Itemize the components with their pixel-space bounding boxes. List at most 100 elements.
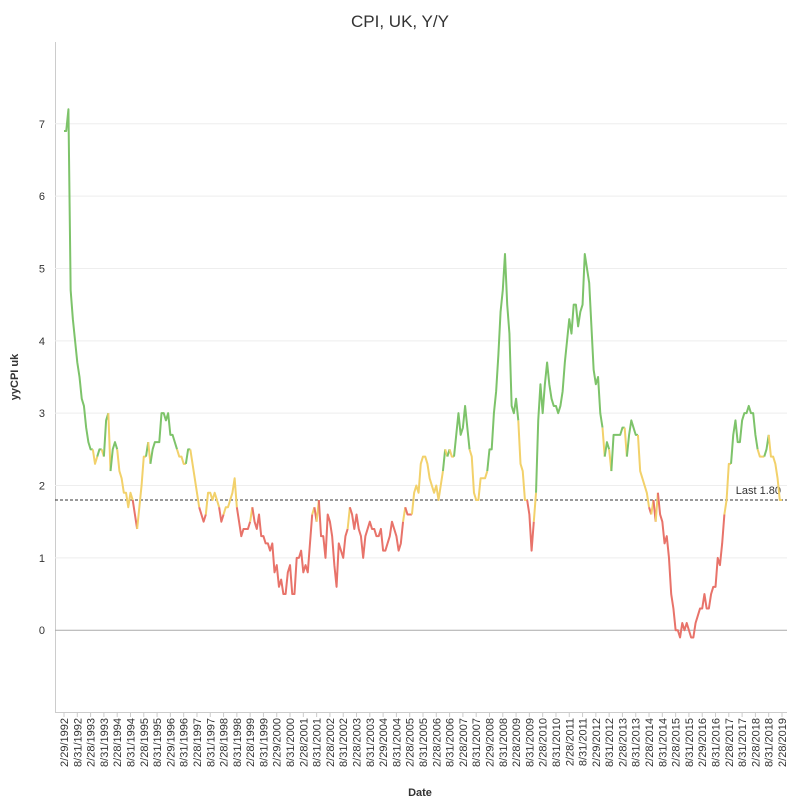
x-tick-label: 8/31/2000 xyxy=(285,718,297,767)
x-tick-label: 2/29/2000 xyxy=(272,718,284,767)
x-tick-label: 2/28/2011 xyxy=(564,718,576,766)
y-axis-label: yyCPI uk xyxy=(9,353,21,400)
x-tick-label: 8/31/2018 xyxy=(764,718,776,767)
x-tick-label: 2/28/1999 xyxy=(245,718,257,767)
x-tick-label: 2/28/2013 xyxy=(617,718,629,767)
x-tick-label: 8/31/2015 xyxy=(684,718,696,767)
x-tick-label: 2/28/2009 xyxy=(511,718,523,767)
y-tick-label: 5 xyxy=(39,263,45,275)
x-tick-label: 2/28/2007 xyxy=(458,718,470,767)
x-tick-label: 2/28/2015 xyxy=(671,718,683,767)
x-tick-label: 8/31/2002 xyxy=(338,718,350,767)
x-tick-label: 2/29/2008 xyxy=(484,718,496,767)
x-tick-label: 8/31/2001 xyxy=(312,718,324,767)
x-tick-label: 2/28/2005 xyxy=(405,718,417,767)
x-tick-label: 8/31/1999 xyxy=(258,718,270,767)
line-segment xyxy=(625,419,638,457)
line-segment xyxy=(204,491,221,515)
line-segment xyxy=(348,506,405,559)
line-segment xyxy=(116,449,134,509)
x-tick-label: 2/29/2012 xyxy=(591,718,603,767)
chart-title: CPI, UK, Y/Y xyxy=(351,12,449,31)
line-segment xyxy=(453,404,471,457)
x-tick-label: 2/28/2001 xyxy=(298,718,310,767)
x-tick-label: 8/31/2009 xyxy=(524,718,536,767)
line-segment xyxy=(404,506,412,516)
line-segment xyxy=(767,434,782,501)
x-tick-label: 2/28/1998 xyxy=(219,718,231,767)
x-tick-label: 2/28/2003 xyxy=(352,718,364,767)
line-segment xyxy=(251,507,314,596)
line-segment xyxy=(96,448,102,457)
line-segment xyxy=(730,404,759,464)
x-axis-label: Date xyxy=(408,787,432,799)
x-tick-label: 2/28/2002 xyxy=(325,718,337,767)
x-tick-label: 2/28/1995 xyxy=(139,718,151,767)
line-segment xyxy=(317,499,349,588)
line-segment xyxy=(235,507,252,538)
x-tick-label: 2/29/1992 xyxy=(59,718,71,767)
x-tick-label: 8/31/1993 xyxy=(99,718,111,767)
x-tick-label: 8/31/2006 xyxy=(445,718,457,767)
x-tick-label: 8/31/2008 xyxy=(498,718,510,767)
x-tick-label: 8/31/1995 xyxy=(152,718,164,767)
x-tick-label: 2/28/2017 xyxy=(724,718,736,767)
x-tick-label: 8/31/1994 xyxy=(125,718,137,767)
x-tick-label: 8/31/2016 xyxy=(711,718,723,767)
x-tick-label: 8/31/2007 xyxy=(471,718,483,767)
line-segment xyxy=(131,499,139,530)
x-tick-label: 8/31/2005 xyxy=(418,718,430,767)
y-tick-label: 0 xyxy=(39,625,45,637)
line-segment xyxy=(636,434,651,508)
line-segment xyxy=(346,507,351,530)
x-tick-label: 2/28/1993 xyxy=(86,718,98,767)
line-segment xyxy=(486,253,520,472)
line-segment xyxy=(526,499,535,552)
x-tick-label: 2/29/2016 xyxy=(697,718,709,767)
line-segment xyxy=(218,507,225,523)
line-segment xyxy=(136,455,146,530)
line-segment xyxy=(601,427,606,457)
x-tick-label: 2/28/1994 xyxy=(112,718,124,767)
x-tick-label: 8/31/1997 xyxy=(205,718,217,767)
x-tick-label: 8/31/2004 xyxy=(391,718,403,767)
x-tick-label: 8/31/2011 xyxy=(578,718,590,766)
line-segment xyxy=(198,506,207,523)
x-tick-label: 8/31/2010 xyxy=(551,718,563,767)
y-tick-label: 3 xyxy=(39,408,45,420)
line-segment xyxy=(517,420,528,501)
reference-label: Last 1.80 xyxy=(736,485,781,497)
line-segment xyxy=(64,108,93,451)
line-segment xyxy=(184,448,191,464)
x-tick-label: 2/28/2018 xyxy=(750,718,762,767)
line-segment xyxy=(656,492,726,639)
x-tick-label: 2/28/2019 xyxy=(777,718,789,767)
x-tick-label: 8/31/2012 xyxy=(604,718,616,767)
line-segment xyxy=(189,449,201,508)
line-segment xyxy=(410,455,444,515)
line-segment xyxy=(91,449,99,465)
line-segment xyxy=(603,441,611,457)
line-segment xyxy=(763,434,770,457)
y-tick-label: 1 xyxy=(39,553,45,565)
x-tick-label: 2/29/1996 xyxy=(165,718,177,767)
line-segment xyxy=(109,441,119,472)
line-segment xyxy=(610,426,625,472)
x-tick-label: 8/31/1992 xyxy=(72,718,84,767)
y-tick-label: 7 xyxy=(39,119,45,131)
x-tick-label: 2/28/2014 xyxy=(644,718,656,767)
line-segment xyxy=(107,413,112,472)
line-segment xyxy=(532,492,538,522)
line-segment xyxy=(222,477,238,515)
x-tick-label: 2/28/2010 xyxy=(538,718,550,767)
line-segment xyxy=(448,449,455,458)
line-segment xyxy=(441,449,447,472)
x-tick-label: 2/28/2006 xyxy=(431,718,443,767)
x-tick-label: 8/31/1998 xyxy=(232,718,244,767)
x-tick-label: 8/31/2013 xyxy=(631,718,643,767)
line-segment xyxy=(756,449,765,458)
x-tick-label: 8/31/2014 xyxy=(657,718,669,767)
x-tick-label: 8/31/2003 xyxy=(365,718,377,767)
line-segment xyxy=(176,449,186,465)
